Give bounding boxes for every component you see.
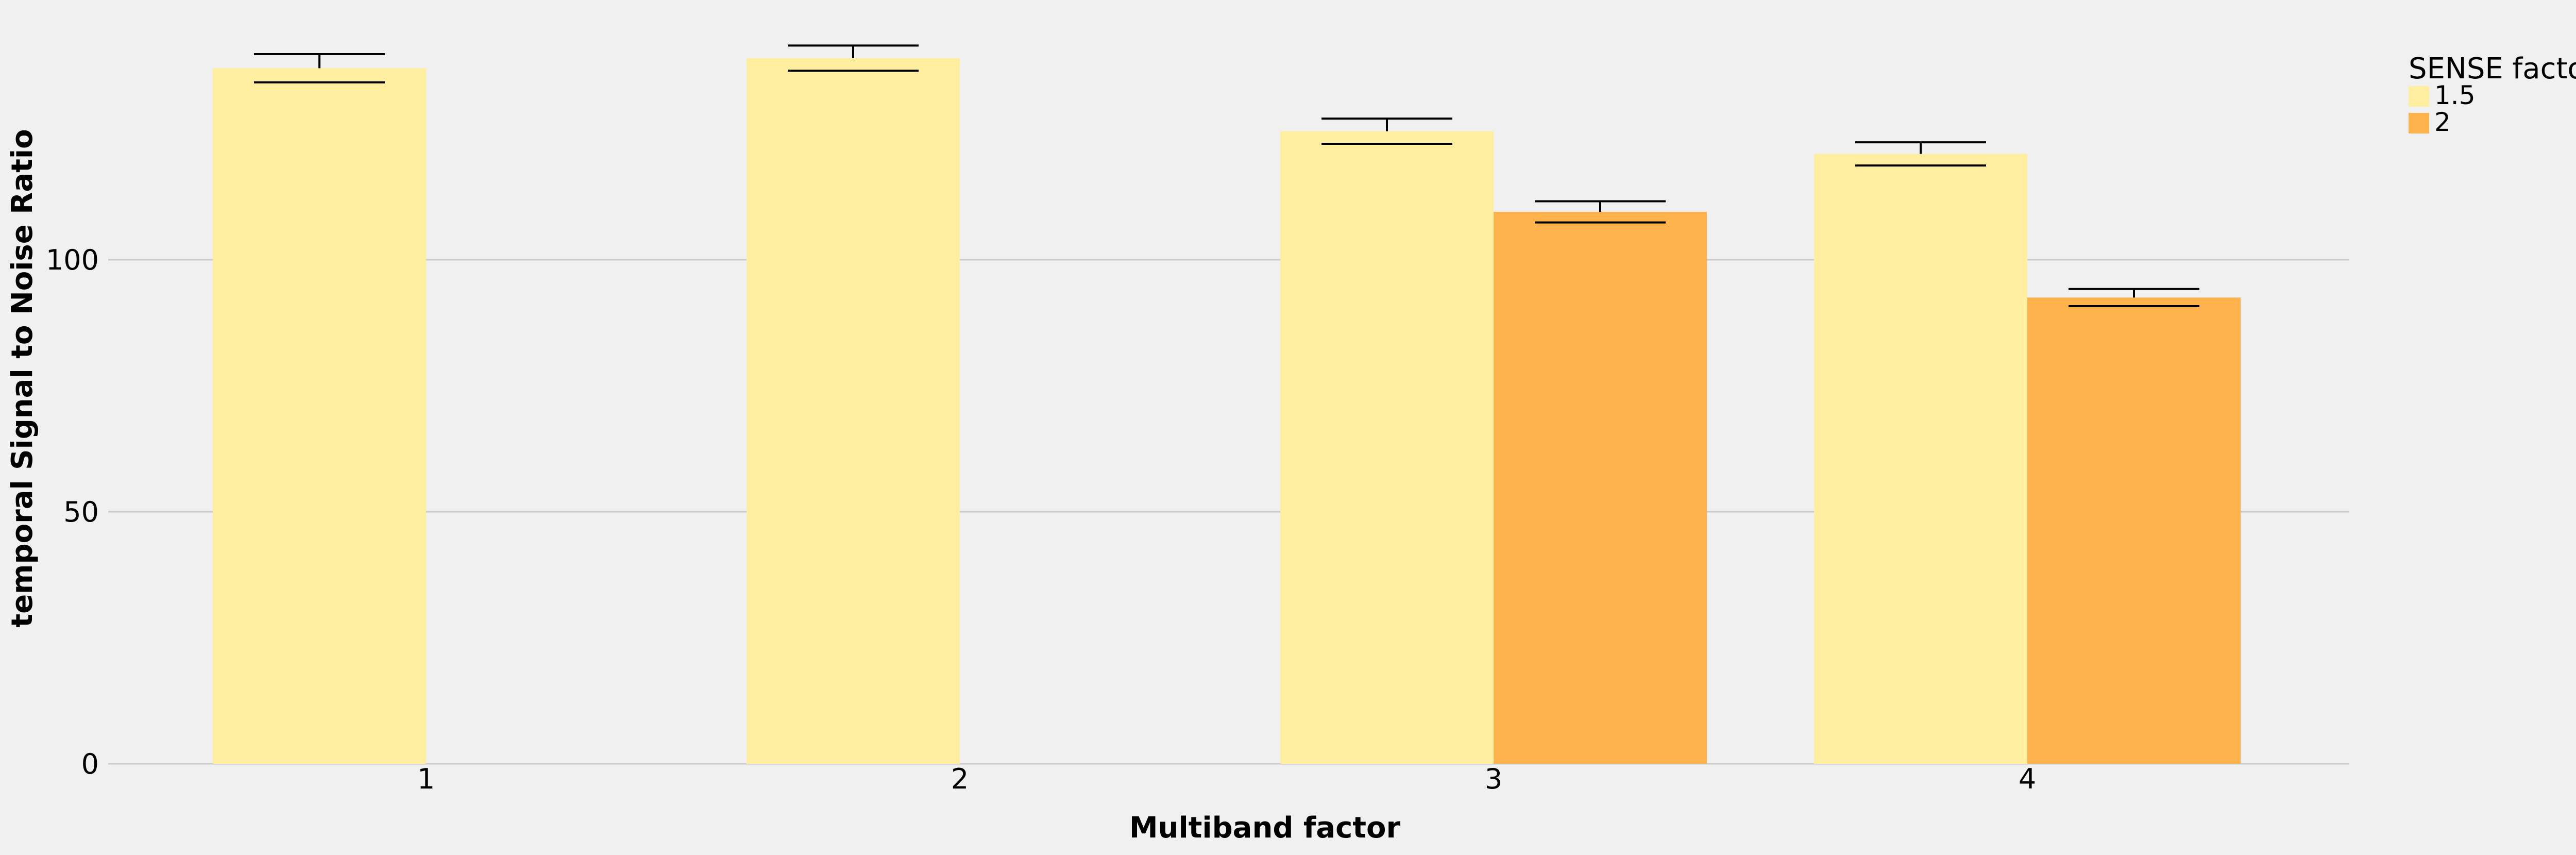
legend-swatch-1.5	[2409, 86, 2429, 107]
x-tick-label-2: 2	[951, 763, 969, 795]
legend-label-2: 2	[2434, 107, 2451, 137]
legend-title: SENSE factor	[2409, 52, 2576, 86]
legend-label-1.5: 1.5	[2434, 80, 2476, 110]
error-bar-2-4	[2069, 288, 2199, 307]
bar-1.5-4	[1814, 154, 2027, 764]
bar-2-4	[2027, 297, 2241, 764]
x-tick-label-1: 1	[417, 763, 435, 795]
y-tick-label-0: 0	[81, 748, 99, 780]
legend-swatch-2	[2409, 113, 2429, 133]
y-axis-ticks: 0 50 100	[46, 244, 99, 780]
error-bar-1.5-2	[788, 44, 919, 72]
error-bar-2-3	[1535, 200, 1666, 224]
x-axis-title: Multiband factor	[1129, 811, 1401, 845]
error-bars	[254, 44, 2199, 307]
x-tick-label-3: 3	[1485, 763, 1502, 795]
y-axis-title: temporal Signal to Noise Ratio	[6, 129, 39, 627]
x-tick-label-4: 4	[2019, 763, 2036, 795]
legend: SENSE factor 1.5 2	[2409, 52, 2576, 137]
y-tick-label-100: 100	[46, 244, 99, 276]
bar-1.5-2	[747, 58, 960, 764]
bar-1.5-3	[1280, 131, 1494, 764]
bar-1.5-1	[213, 68, 426, 764]
bars	[213, 58, 2241, 764]
error-bar-1.5-1	[254, 53, 385, 83]
error-bar-1.5-3	[1321, 118, 1452, 145]
error-bar-1.5-4	[1855, 141, 1986, 167]
x-axis-ticks: 1 2 3 4	[417, 763, 2036, 795]
bar-2-3	[1494, 212, 1707, 764]
y-tick-label-50: 50	[63, 496, 99, 528]
